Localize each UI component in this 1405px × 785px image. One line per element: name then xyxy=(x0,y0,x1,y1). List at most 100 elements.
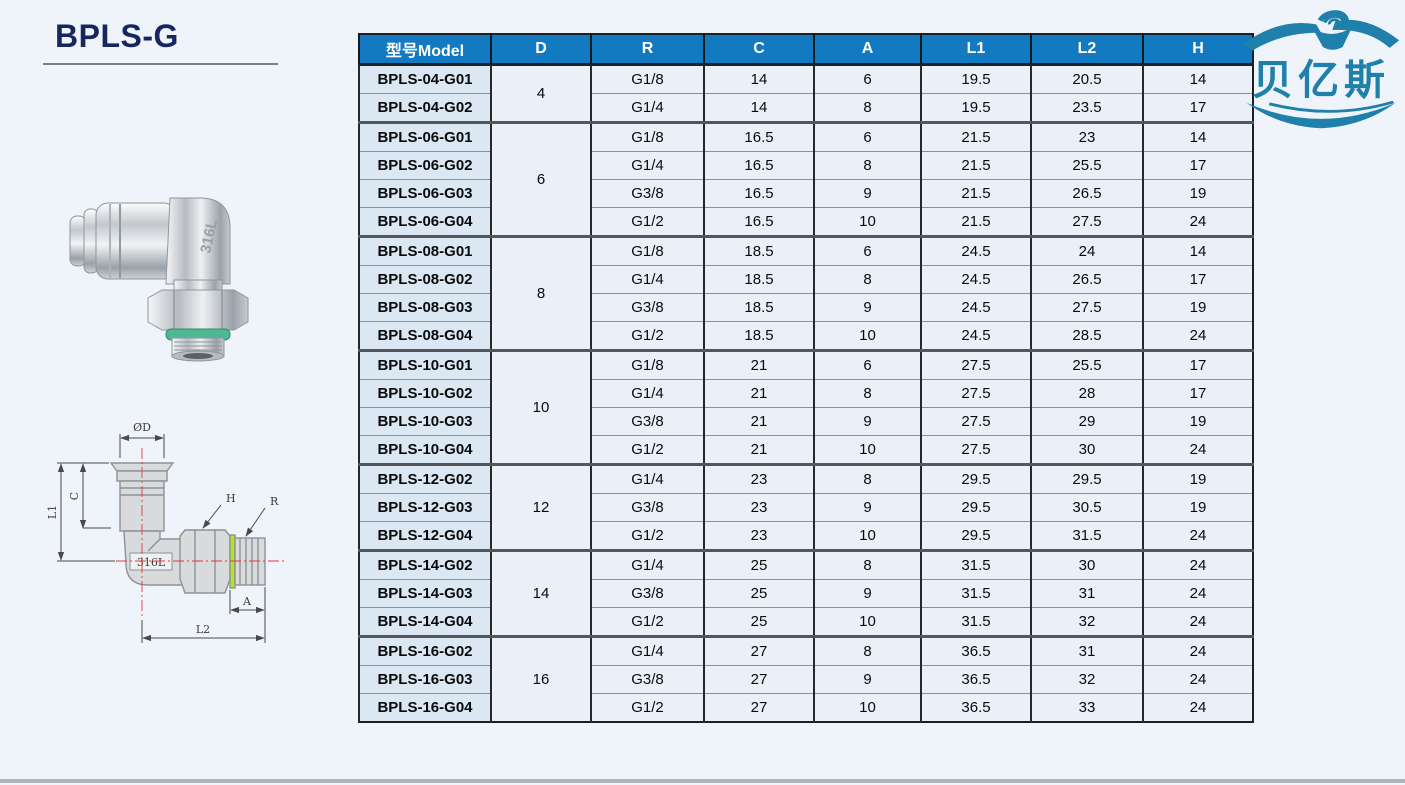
table-row: BPLS-10-G04 G1/2 21 10 27.5 30 24 xyxy=(358,435,1253,465)
cell-value: G1/2 xyxy=(590,321,704,351)
column-header: D xyxy=(490,34,591,66)
table-row: BPLS-06-G02 G1/4 16.5 8 21.5 25.5 17 xyxy=(358,151,1253,180)
table-row: BPLS-06-G01 6 G1/8 16.5 6 21.5 23 14 xyxy=(358,121,1253,237)
cell-value: 29.5 xyxy=(920,521,1031,551)
cell-value: 24 xyxy=(1142,435,1253,465)
page-bottom-rule xyxy=(0,779,1405,783)
cell-value: 21.5 xyxy=(920,121,1031,152)
cell-value: G3/8 xyxy=(590,579,704,608)
cell-value: 36.5 xyxy=(920,693,1031,722)
cell-value: 24.5 xyxy=(920,293,1031,322)
table-row: BPLS-08-G03 G3/8 18.5 9 24.5 27.5 19 xyxy=(358,293,1253,322)
cell-value: 28 xyxy=(1030,379,1143,408)
table-row: BPLS-12-G03 G3/8 23 9 29.5 30.5 19 xyxy=(358,493,1253,522)
cell-model: BPLS-10-G01 xyxy=(358,349,491,380)
cell-value: 14 xyxy=(703,93,814,123)
cell-value: 10 xyxy=(813,321,921,351)
cell-value: 18.5 xyxy=(703,265,814,294)
cell-value: 31.5 xyxy=(920,549,1031,580)
cell-value: 17 xyxy=(1142,379,1253,408)
cell-value: 27.5 xyxy=(1030,293,1143,322)
cell-value: 17 xyxy=(1142,93,1253,123)
table-row: BPLS-14-G04 G1/2 25 10 31.5 32 24 xyxy=(358,607,1253,637)
cell-value: 9 xyxy=(813,665,921,694)
cell-value: 27.5 xyxy=(1030,207,1143,237)
cell-value: 8 xyxy=(813,93,921,123)
cell-value: 21 xyxy=(703,435,814,465)
cell-model: BPLS-16-G02 xyxy=(358,635,491,666)
cell-value: 27.5 xyxy=(920,435,1031,465)
cell-value: 8 xyxy=(813,379,921,408)
cell-value: 27.5 xyxy=(920,407,1031,436)
cell-value: 20.5 xyxy=(1030,63,1143,94)
cell-value: 26.5 xyxy=(1030,265,1143,294)
cell-value: G3/8 xyxy=(590,493,704,522)
table-row: BPLS-14-G02 14 G1/4 25 8 31.5 30 24 xyxy=(358,549,1253,637)
cell-d: 4 xyxy=(490,63,591,123)
cell-value: 31.5 xyxy=(920,579,1031,608)
cell-model: BPLS-14-G03 xyxy=(358,579,491,608)
cell-value: G1/2 xyxy=(590,607,704,637)
cell-value: 16.5 xyxy=(703,151,814,180)
page-title: BPLS-G xyxy=(55,18,179,54)
cell-value: 25 xyxy=(703,579,814,608)
cell-model: BPLS-10-G03 xyxy=(358,407,491,436)
cell-value: 21 xyxy=(703,379,814,408)
cell-value: 24 xyxy=(1142,635,1253,666)
cell-value: G1/8 xyxy=(590,63,704,94)
cell-value: G1/2 xyxy=(590,693,704,722)
table-row: BPLS-04-G02 G1/4 14 8 19.5 23.5 17 xyxy=(358,93,1253,123)
cell-value: 19 xyxy=(1142,493,1253,522)
cell-value: 32 xyxy=(1030,607,1143,637)
cell-value: G1/8 xyxy=(590,121,704,152)
cell-model: BPLS-14-G04 xyxy=(358,607,491,637)
table-row: BPLS-04-G01 4 G1/8 14 6 19.5 20.5 14 xyxy=(358,63,1253,123)
cell-value: 18.5 xyxy=(703,293,814,322)
cell-value: 9 xyxy=(813,579,921,608)
cell-value: 19.5 xyxy=(920,63,1031,94)
cell-d: 10 xyxy=(490,349,591,465)
cell-value: 16.5 xyxy=(703,179,814,208)
cell-value: G3/8 xyxy=(590,665,704,694)
cell-value: G1/8 xyxy=(590,349,704,380)
table-row: BPLS-10-G03 G3/8 21 9 27.5 29 19 xyxy=(358,407,1253,436)
table-row: BPLS-08-G02 G1/4 18.5 8 24.5 26.5 17 xyxy=(358,265,1253,294)
cell-value: G1/4 xyxy=(590,463,704,494)
cell-value: 9 xyxy=(813,493,921,522)
cell-value: 18.5 xyxy=(703,321,814,351)
cell-value: 21 xyxy=(703,407,814,436)
logo-wave-icon xyxy=(1246,101,1396,129)
spec-table-body: BPLS-04-G01 4 G1/8 14 6 19.5 20.5 14 BPLS-04-G02… xyxy=(358,63,1253,722)
dim-label-r: R xyxy=(270,495,279,508)
cell-value: 24 xyxy=(1142,549,1253,580)
cell-value: 14 xyxy=(1142,63,1253,94)
table-row: BPLS-10-G01 10 G1/8 21 6 27.5 25.5 17 xyxy=(358,349,1253,465)
cell-model: BPLS-06-G02 xyxy=(358,151,491,180)
brand-logo: 贝亿斯 xyxy=(1237,0,1405,145)
cell-value: G1/2 xyxy=(590,521,704,551)
cell-model: BPLS-06-G01 xyxy=(358,121,491,152)
table-row: BPLS-08-G01 8 G1/8 18.5 6 24.5 24 14 xyxy=(358,235,1253,351)
cell-value: 23.5 xyxy=(1030,93,1143,123)
elbow-fitting-photo: 316L xyxy=(69,197,249,362)
cell-value: G3/8 xyxy=(590,293,704,322)
spec-table: 型号Model D R C A L1 L2 H BPLS-04-G01 4 G1/8 14 6 19.5… xyxy=(358,33,1254,723)
cell-model: BPLS-08-G03 xyxy=(358,293,491,322)
cell-value: G1/2 xyxy=(590,207,704,237)
cell-model: BPLS-16-G03 xyxy=(358,665,491,694)
cell-value: 16.5 xyxy=(703,207,814,237)
elbow-fitting-drawing: 316L ØD L1 C xyxy=(46,421,285,643)
column-header: R xyxy=(590,34,704,66)
cell-value: 8 xyxy=(813,151,921,180)
cell-value: 19 xyxy=(1142,179,1253,208)
cell-model: BPLS-08-G01 xyxy=(358,235,491,266)
column-header: L1 xyxy=(920,34,1031,66)
cell-value: 8 xyxy=(813,635,921,666)
table-row: BPLS-06-G04 G1/2 16.5 10 21.5 27.5 24 xyxy=(358,207,1253,237)
cell-d: 6 xyxy=(490,121,591,237)
cell-value: 25.5 xyxy=(1030,349,1143,380)
cell-model: BPLS-06-G04 xyxy=(358,207,491,237)
cell-value: 6 xyxy=(813,349,921,380)
cell-value: G1/2 xyxy=(590,435,704,465)
column-header: 型号Model xyxy=(358,34,491,66)
